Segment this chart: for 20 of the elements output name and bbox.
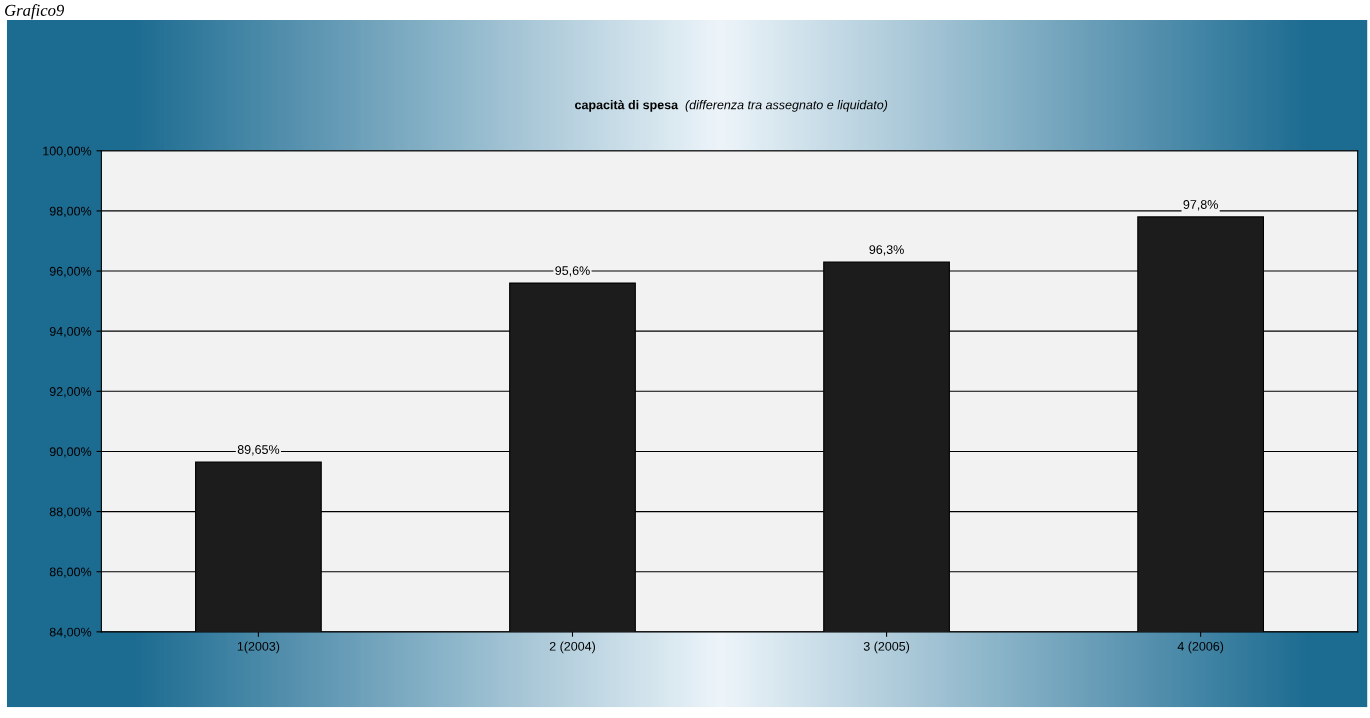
y-tick-label: 92,00% [49,387,92,398]
y-tick-label: 84,00% [49,627,92,638]
y-tick-label: 98,00% [49,206,92,218]
y-tick-label: 96,00% [49,266,92,278]
data-label: 95,6% [555,266,590,277]
x-tick-label: 4 (2006) [1177,641,1224,654]
data-label: 96,3% [869,245,904,256]
data-label: 89,65% [237,445,280,456]
text: Grafico9 [5,4,65,20]
y-tick-label: 100,00% [43,146,92,157]
y-tick-label: 90,00% [49,447,92,458]
chart-subtitle: (differenza tra assegnato e liquidato) [685,100,888,112]
y-tick-label: 94,00% [49,326,92,338]
x-tick-label: 2 (2004) [549,641,595,654]
y-tick-label: 88,00% [49,507,92,518]
x-tick-label: 1(2003) [237,641,280,654]
y-tick-label: 86,00% [49,567,92,578]
data-label: 97,8% [1183,200,1218,211]
x-tick-label: 3 (2005) [863,641,910,654]
chart-title: capacità di spesa [575,99,679,112]
